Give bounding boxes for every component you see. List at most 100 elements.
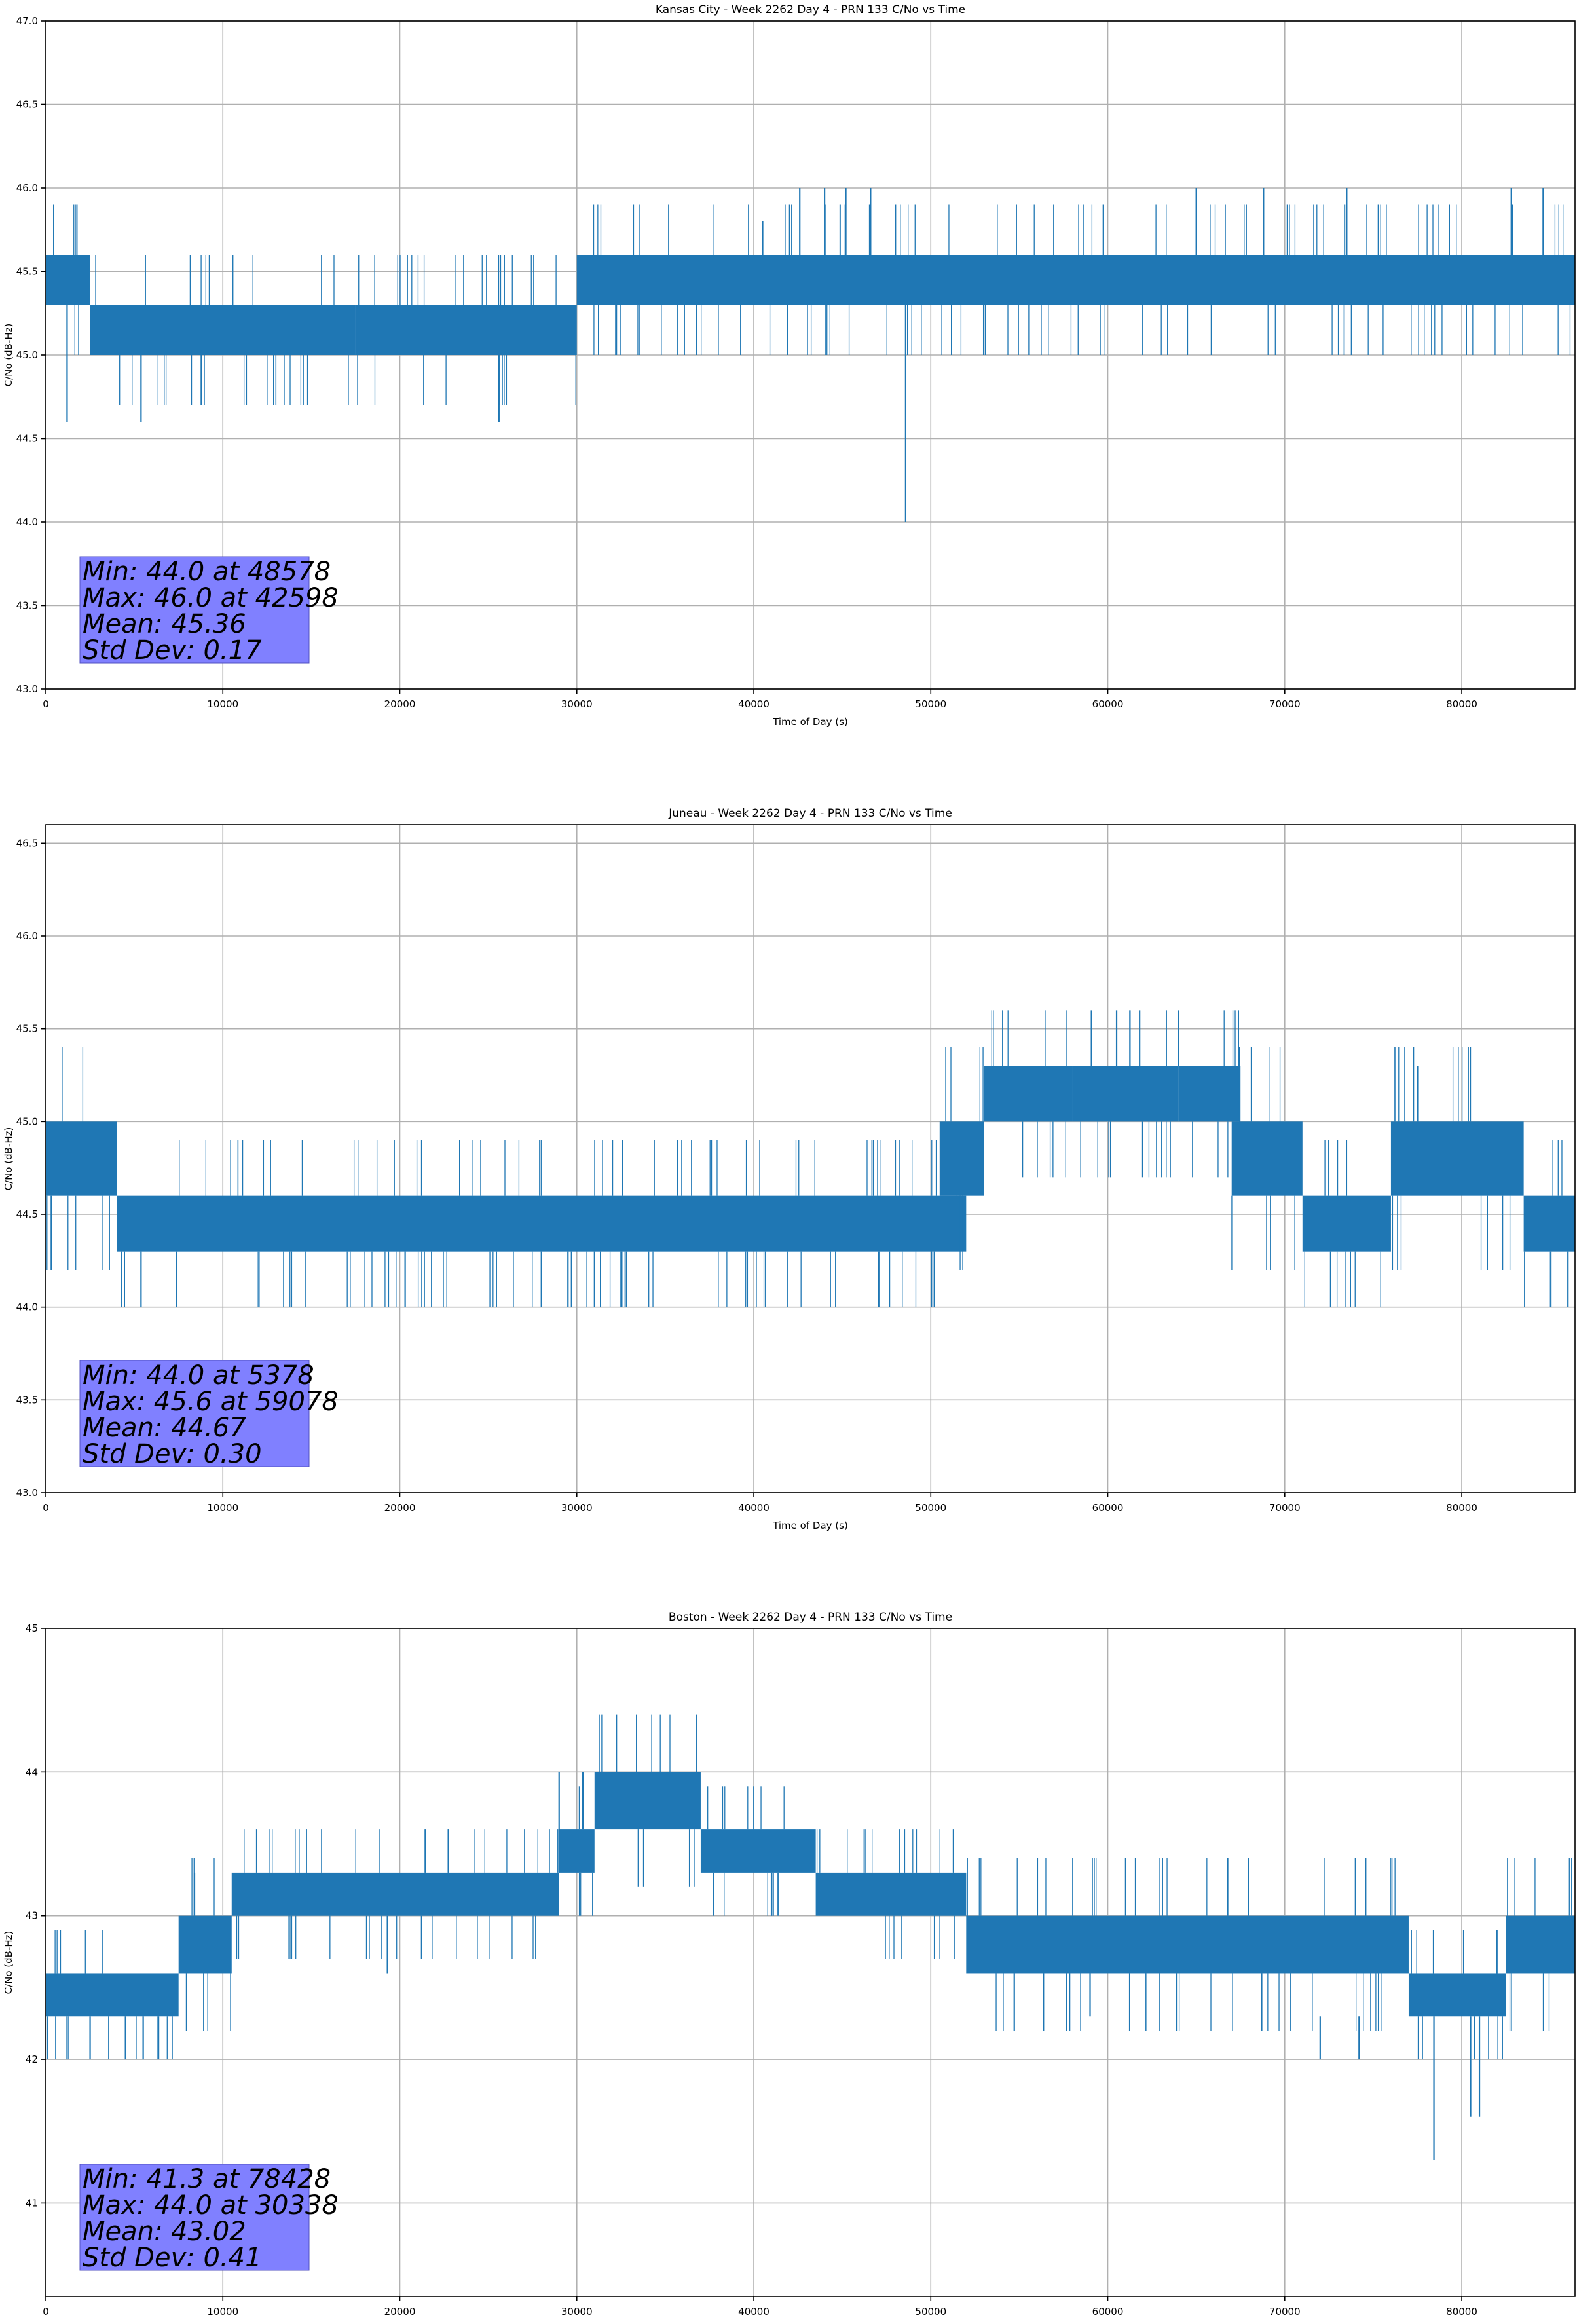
y-tick-label: 43.5 xyxy=(16,600,38,612)
y-tick-label: 45 xyxy=(26,1622,38,1634)
y-tick-label: 44.0 xyxy=(16,516,38,528)
y-tick-label: 46.5 xyxy=(16,99,38,111)
y-tick-label: 43.0 xyxy=(16,683,38,695)
data-band xyxy=(939,1121,984,1196)
stats-box xyxy=(79,1360,310,1467)
x-tick-label: 60000 xyxy=(1092,2306,1124,2317)
x-tick-label: 10000 xyxy=(207,698,238,710)
y-tick-label: 44.5 xyxy=(16,433,38,445)
data-band xyxy=(46,255,90,305)
x-tick-label: 30000 xyxy=(561,698,593,710)
chart-title: Juneau - Week 2262 Day 4 - PRN 133 C/No … xyxy=(668,807,952,820)
data-band xyxy=(178,1915,232,1974)
data-series xyxy=(46,1714,1575,2160)
y-tick-label: 45.0 xyxy=(16,349,38,361)
y-tick-label: 46.5 xyxy=(16,837,38,849)
stats-std: Std Dev: 0.17 xyxy=(83,635,262,665)
data-band xyxy=(594,1772,701,1830)
chart-title: Kansas City - Week 2262 Day 4 - PRN 133 … xyxy=(656,3,965,16)
data-band xyxy=(984,1066,1073,1122)
plot-frame xyxy=(45,824,1576,1493)
x-tick-label: 20000 xyxy=(384,698,416,710)
data-band xyxy=(117,1195,967,1252)
x-tick-label: 80000 xyxy=(1446,2306,1477,2317)
x-tick-label: 40000 xyxy=(738,2306,770,2317)
x-tick-label: 20000 xyxy=(384,1502,416,1514)
data-band xyxy=(966,1915,1409,1974)
stats-max: Max: 46.0 at 42598 xyxy=(83,583,339,613)
x-tick-label: 70000 xyxy=(1269,1502,1301,1514)
x-tick-label: 10000 xyxy=(207,1502,238,1514)
stats-mean: Mean: 44.67 xyxy=(83,1413,246,1443)
x-tick-label: 0 xyxy=(43,698,49,710)
stats-min: Min: 44.0 at 48578 xyxy=(83,557,331,587)
stats-box xyxy=(79,2164,310,2271)
x-tick-label: 50000 xyxy=(915,698,946,710)
data-band xyxy=(355,305,577,355)
plot-frame xyxy=(45,1628,1576,2297)
stats-mean: Mean: 43.02 xyxy=(83,2217,246,2247)
data-band xyxy=(1523,1195,1575,1252)
stats-min: Min: 41.3 at 78428 xyxy=(83,2164,331,2194)
y-tick-label: 43 xyxy=(26,1910,38,1922)
y-tick-label: 46.0 xyxy=(16,930,38,942)
data-band xyxy=(46,1973,179,2017)
x-tick-label: 80000 xyxy=(1446,1502,1477,1514)
y-tick-label: 42 xyxy=(26,2053,38,2065)
data-band xyxy=(815,1872,967,1916)
stats-mean: Mean: 45.36 xyxy=(83,609,246,639)
y-axis-label: C/No (dB-Hz) xyxy=(3,324,14,387)
stats-min: Min: 44.0 at 5378 xyxy=(83,1360,314,1391)
x-tick-label: 70000 xyxy=(1269,698,1301,710)
stats-max: Max: 45.6 at 59078 xyxy=(83,1387,339,1417)
data-band xyxy=(1302,1195,1391,1252)
x-tick-label: 50000 xyxy=(915,2306,946,2317)
chart-panel-1: 0 10000 20000 30000 40000 50000 60000 70000 8000… xyxy=(3,807,1576,1531)
y-tick-label: 45.5 xyxy=(16,1023,38,1035)
y-tick-label: 44 xyxy=(26,1766,38,1778)
x-tick-label: 40000 xyxy=(738,1502,770,1514)
data-band xyxy=(576,255,754,305)
data-band xyxy=(90,305,356,355)
data-band xyxy=(1178,1066,1241,1122)
x-tick-label: 60000 xyxy=(1092,698,1124,710)
data-band xyxy=(1506,1915,1575,1974)
chart-panel-0: 0 10000 20000 30000 40000 50000 60000 70000 8000… xyxy=(3,3,1576,728)
y-tick-label: 45.5 xyxy=(16,266,38,278)
x-tick-label: 30000 xyxy=(561,1502,593,1514)
data-band xyxy=(700,1829,816,1873)
data-band xyxy=(878,255,1575,305)
data-band xyxy=(1072,1066,1179,1122)
y-tick-label: 47.0 xyxy=(16,15,38,27)
stats-box xyxy=(79,556,310,664)
data-series xyxy=(46,188,1575,522)
x-tick-label: 80000 xyxy=(1446,698,1477,710)
x-tick-label: 40000 xyxy=(738,698,770,710)
data-band xyxy=(1408,1973,1506,2017)
y-tick-label: 45.0 xyxy=(16,1115,38,1127)
x-tick-label: 70000 xyxy=(1269,2306,1301,2317)
x-tick-label: 0 xyxy=(43,1502,49,1514)
chart-title: Boston - Week 2262 Day 4 - PRN 133 C/No … xyxy=(669,1611,952,1624)
x-tick-label: 0 xyxy=(43,2306,49,2317)
y-tick-label: 43.5 xyxy=(16,1394,38,1406)
x-tick-label: 50000 xyxy=(915,1502,946,1514)
data-band xyxy=(46,1121,117,1196)
y-tick-label: 44.0 xyxy=(16,1302,38,1313)
data-band xyxy=(754,255,878,305)
data-band xyxy=(1231,1121,1303,1196)
x-tick-label: 20000 xyxy=(384,2306,416,2317)
y-axis-label: C/No (dB-Hz) xyxy=(3,1127,14,1191)
x-tick-label: 60000 xyxy=(1092,1502,1124,1514)
data-band xyxy=(559,1829,595,1873)
chart-panel-2: 0 10000 20000 30000 40000 50000 60000 70000 8000… xyxy=(3,1611,1576,2324)
y-tick-label: 41 xyxy=(26,2197,38,2209)
x-axis-label: Time of Day (s) xyxy=(772,1520,848,1531)
stats-max: Max: 44.0 at 30338 xyxy=(83,2190,339,2221)
data-band xyxy=(231,1872,559,1916)
x-tick-label: 30000 xyxy=(561,2306,593,2317)
y-tick-label: 43.0 xyxy=(16,1487,38,1499)
y-tick-label: 46.0 xyxy=(16,182,38,194)
data-series xyxy=(46,1010,1575,1307)
